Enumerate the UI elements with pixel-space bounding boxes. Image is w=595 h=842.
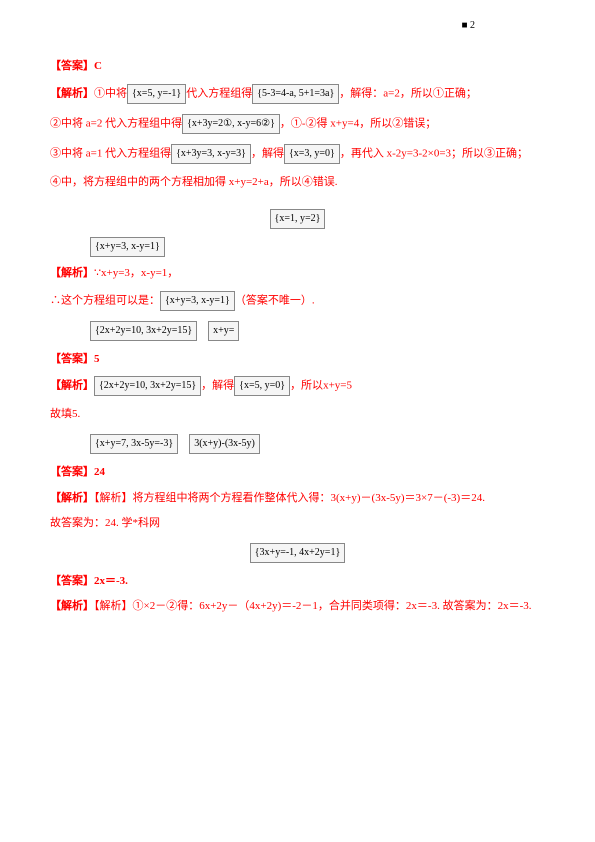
q2-eq1: {x=1, y=2} (50, 209, 545, 229)
q5-eq: {3x+y=-1, 4x+2y=1} (50, 543, 545, 563)
q4-answer: 【答案】24 (50, 464, 545, 482)
brace-icon: {5-3=4-a, 5+1=3a} (252, 84, 339, 104)
q1-line3: ③中将 a=1 代入方程组得{x+3y=3, x-y=3}，解得{x=3, y=… (50, 144, 545, 164)
q3-eq: {2x+2y=10, 3x+2y=15} x+y= (50, 321, 545, 341)
q4-explain: 【解析】【解析】将方程组中将两个方程看作整体代入得：3(x+y)－(3x-5y)… (50, 490, 545, 508)
page-mark: ■ 2 (461, 20, 475, 31)
q5-answer: 【答案】2x＝-3. (50, 573, 545, 591)
brace-icon: {x=5, y=0} (234, 376, 290, 396)
q2-line1: 【解析】∵x+y=3，x-y=1， (50, 265, 545, 283)
q4-line2: 故答案为：24. 学*科网 (50, 515, 545, 533)
brace-icon: {2x+2y=10, 3x+2y=15} (94, 376, 201, 396)
q1-line1: 【解析】①中将{x=5, y=-1}代入方程组得{5-3=4-a, 5+1=3a… (50, 84, 545, 104)
q3-line1: 【解析】{2x+2y=10, 3x+2y=15}，解得{x=5, y=0}，所以… (50, 376, 545, 396)
q5-explain: 【解析】【解析】①×2－②得：6x+2y－（4x+2y)＝-2－1，合并同类项得… (50, 598, 545, 616)
q1-line2: ②中将 a=2 代入方程组中得{x+3y=2①, x-y=6②}，①-②得 x+… (50, 114, 545, 134)
q1-line4: ④中，将方程组中的两个方程相加得 x+y=2+a，所以④错误. (50, 174, 545, 192)
brace-icon: {x+3y=3, x-y=3} (171, 144, 251, 164)
q2-eq2: {x+y=3, x-y=1} (50, 237, 545, 257)
brace-icon: {x+y=3, x-y=1} (160, 291, 235, 311)
q3-answer: 【答案】5 (50, 351, 545, 369)
q3-line2: 故填5. (50, 406, 545, 424)
brace-icon: {x+3y=2①, x-y=6②} (182, 114, 280, 134)
brace-icon: {x=3, y=0} (284, 144, 340, 164)
brace-icon: {x=5, y=-1} (127, 84, 186, 104)
q4-eq: {x+y=7, 3x-5y=-3} 3(x+y)-(3x-5y) (50, 434, 545, 454)
q1-answer: 【答案】C (50, 58, 545, 76)
q2-line2: ∴这个方程组可以是：{x+y=3, x-y=1}（答案不唯一）. (50, 291, 545, 311)
